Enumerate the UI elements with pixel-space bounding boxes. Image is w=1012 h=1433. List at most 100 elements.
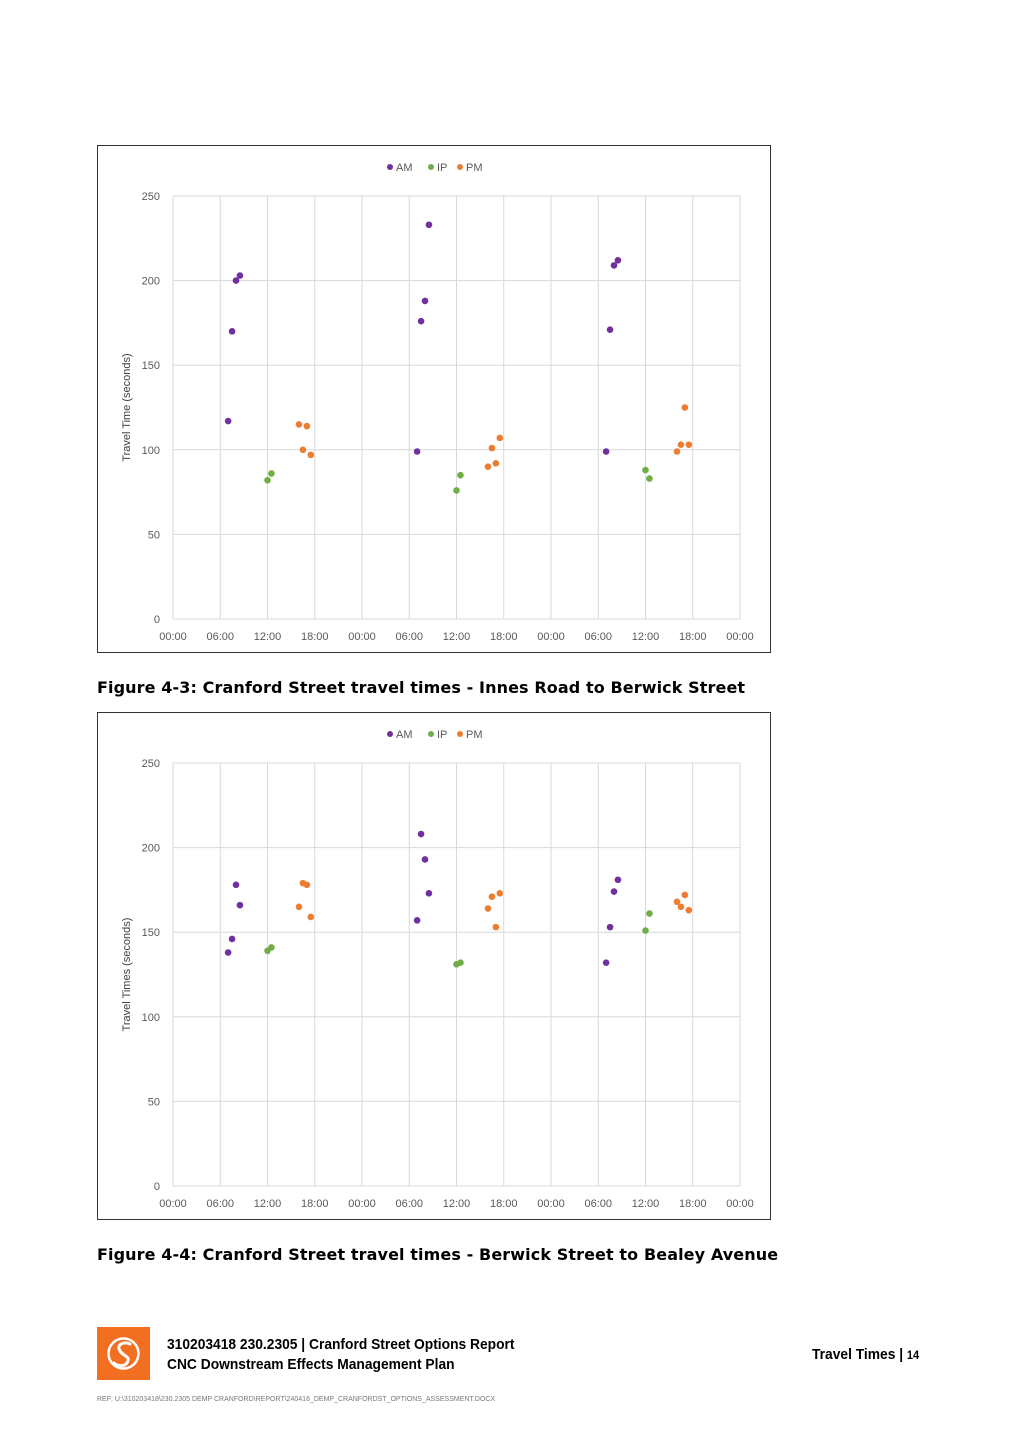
x-tick-label: 00:00 xyxy=(159,631,187,643)
footer-project-name: CNC Downstream Effects Management Plan xyxy=(167,1356,455,1373)
data-point-am xyxy=(232,881,240,889)
y-tick-label: 250 xyxy=(142,758,160,770)
data-point-am xyxy=(236,901,244,909)
legend-label-pm: PM xyxy=(466,162,483,174)
legend-label-ip: IP xyxy=(437,162,447,174)
x-tick-label: 06:00 xyxy=(395,631,423,643)
x-tick-label: 06:00 xyxy=(584,1198,612,1210)
x-tick-label: 06:00 xyxy=(206,631,234,643)
y-tick-label: 0 xyxy=(154,1181,160,1193)
x-tick-label: 12:00 xyxy=(254,1198,282,1210)
x-tick-label: 00:00 xyxy=(348,1198,376,1210)
data-point-ip xyxy=(453,487,460,494)
y-tick-label: 250 xyxy=(142,191,160,203)
stantec-logo-icon xyxy=(107,1337,140,1370)
document-reference: REF: U:\310203418\230.2305 DEMP CRANFORD… xyxy=(97,1396,496,1403)
legend-marker-am xyxy=(387,731,393,737)
x-tick-label: 12:00 xyxy=(632,631,660,643)
data-point-pm xyxy=(685,441,693,449)
legend-marker-ip xyxy=(428,164,434,170)
x-tick-label: 06:00 xyxy=(395,1198,423,1210)
data-point-am xyxy=(425,889,433,897)
x-tick-label: 18:00 xyxy=(301,631,329,643)
data-point-ip xyxy=(646,910,653,917)
data-point-am xyxy=(614,256,622,264)
y-tick-label: 0 xyxy=(154,614,160,626)
data-point-pm xyxy=(673,448,681,455)
figure-4-4-caption: Figure 4-4: Cranford Street travel times… xyxy=(97,1245,779,1264)
data-point-am xyxy=(413,917,421,924)
data-point-am xyxy=(417,317,425,325)
x-tick-label: 12:00 xyxy=(443,1198,471,1210)
data-point-am xyxy=(224,949,232,956)
data-point-pm xyxy=(295,903,303,911)
data-point-pm xyxy=(488,444,496,452)
footer-section-name: Travel Times | xyxy=(812,1346,904,1363)
data-point-am xyxy=(425,221,433,229)
figure-4-3-plot: 0 50 100 150 200 250 00:00 06:00 12:00 18:00 00:00… xyxy=(121,162,754,643)
data-point-pm xyxy=(299,446,307,454)
data-point-am xyxy=(417,830,425,838)
y-tick-label: 100 xyxy=(142,445,160,457)
footer-section: Travel Times | 14 xyxy=(812,1346,919,1363)
figure-4-3-caption: Figure 4-3: Cranford Street travel times… xyxy=(97,678,746,697)
data-point-am xyxy=(228,935,236,943)
data-point-am xyxy=(232,277,240,284)
data-point-pm xyxy=(303,422,311,430)
y-tick-label: 150 xyxy=(142,927,160,939)
data-point-am xyxy=(413,448,421,455)
y-axis-title: Travel Times (seconds) xyxy=(121,918,133,1032)
y-tick-label: 200 xyxy=(142,276,160,288)
data-point-am xyxy=(421,297,429,305)
data-point-am xyxy=(610,262,618,269)
data-point-am xyxy=(602,959,610,966)
x-tick-label: 18:00 xyxy=(490,1198,518,1210)
figure-4-4-chart: 0 50 100 150 200 250 00:00 06:00 12:00 18:00 00:00… xyxy=(97,712,771,1220)
data-point-pm xyxy=(307,913,315,921)
x-tick-label: 12:00 xyxy=(443,631,471,643)
page-number: 14 xyxy=(906,1348,920,1362)
legend-label-am: AM xyxy=(396,729,413,741)
y-tick-label: 50 xyxy=(148,1096,160,1108)
data-point-pm xyxy=(295,421,303,428)
data-point-am xyxy=(236,272,244,279)
data-point-ip xyxy=(457,959,464,966)
data-point-ip xyxy=(268,470,275,477)
legend-marker-ip xyxy=(428,731,434,737)
y-tick-label: 200 xyxy=(142,843,160,855)
data-point-pm xyxy=(677,441,685,449)
data-point-pm xyxy=(484,463,492,471)
data-point-ip xyxy=(264,476,271,484)
y-tick-label: 100 xyxy=(142,1012,160,1024)
footer-report-title: 310203418 230.2305 | Cranford Street Opt… xyxy=(167,1336,515,1353)
data-point-ip xyxy=(457,471,464,479)
data-point-pm xyxy=(492,460,500,467)
data-point-am xyxy=(421,856,429,863)
legend-label-ip: IP xyxy=(437,729,447,741)
x-tick-label: 00:00 xyxy=(159,1198,187,1210)
legend-marker-am xyxy=(387,164,393,170)
x-tick-label: 06:00 xyxy=(584,631,612,643)
company-logo xyxy=(97,1327,150,1380)
data-point-ip xyxy=(646,475,653,482)
data-point-pm xyxy=(673,898,681,906)
x-tick-label: 00:00 xyxy=(537,1198,565,1210)
data-point-ip xyxy=(268,944,275,951)
legend-label-pm: PM xyxy=(466,729,483,741)
x-tick-label: 12:00 xyxy=(632,1198,660,1210)
data-point-ip xyxy=(642,466,649,474)
data-point-pm xyxy=(685,906,693,914)
y-tick-label: 50 xyxy=(148,529,160,541)
data-point-pm xyxy=(303,881,311,889)
data-point-am xyxy=(614,876,622,884)
x-tick-label: 00:00 xyxy=(348,631,376,643)
legend-marker-pm xyxy=(457,164,463,170)
figure-4-4-plot: 0 50 100 150 200 250 00:00 06:00 12:00 18:00 00:00… xyxy=(121,729,754,1210)
x-tick-label: 00:00 xyxy=(537,631,565,643)
legend-label-am: AM xyxy=(396,162,413,174)
data-point-pm xyxy=(488,893,496,900)
data-point-pm xyxy=(492,923,500,931)
legend-marker-pm xyxy=(457,731,463,737)
x-tick-label: 12:00 xyxy=(254,631,282,643)
figure-4-3-chart: 0 50 100 150 200 250 00:00 06:00 12:00 18:00 00:00… xyxy=(97,145,771,653)
